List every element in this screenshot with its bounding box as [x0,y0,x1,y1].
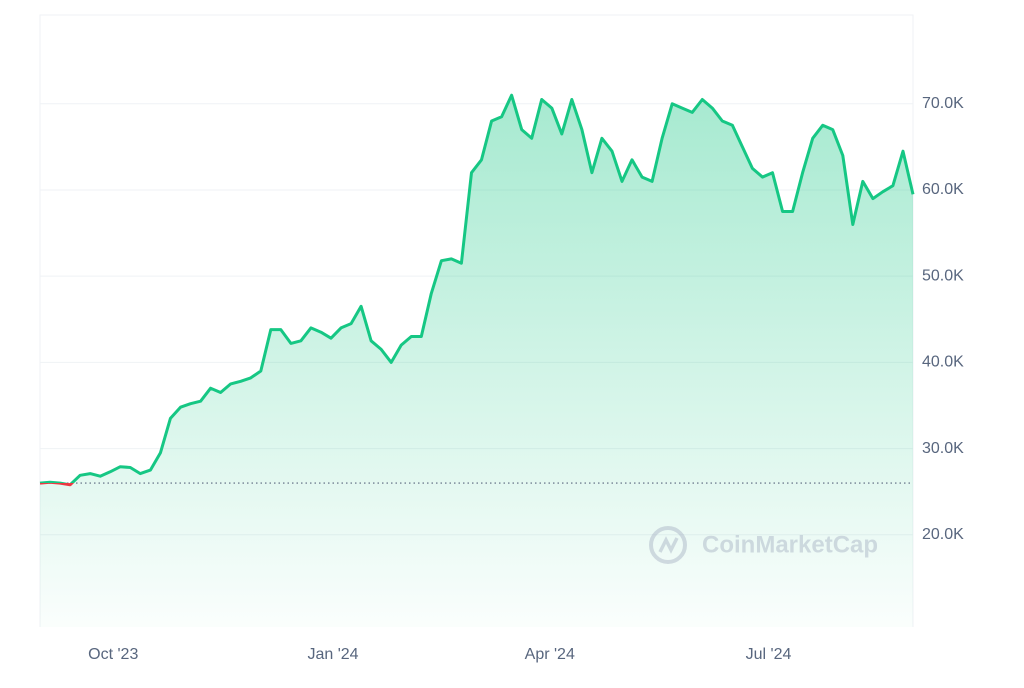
y-tick-label: 20.0K [922,526,964,543]
watermark-text: CoinMarketCap [702,531,878,558]
y-tick-label: 50.0K [922,267,964,284]
watermark: CoinMarketCap [649,526,878,564]
y-tick-label: 40.0K [922,354,964,371]
x-tick-label: Jan '24 [307,646,358,663]
x-tick-label: Oct '23 [88,646,138,663]
x-tick-label: Jul '24 [746,646,792,663]
area-fill [40,95,913,627]
y-tick-label: 30.0K [922,440,964,457]
x-tick-label: Apr '24 [525,646,575,663]
y-tick-label: 60.0K [922,181,964,198]
price-line [39,93,915,487]
y-tick-label: 70.0K [922,95,964,112]
